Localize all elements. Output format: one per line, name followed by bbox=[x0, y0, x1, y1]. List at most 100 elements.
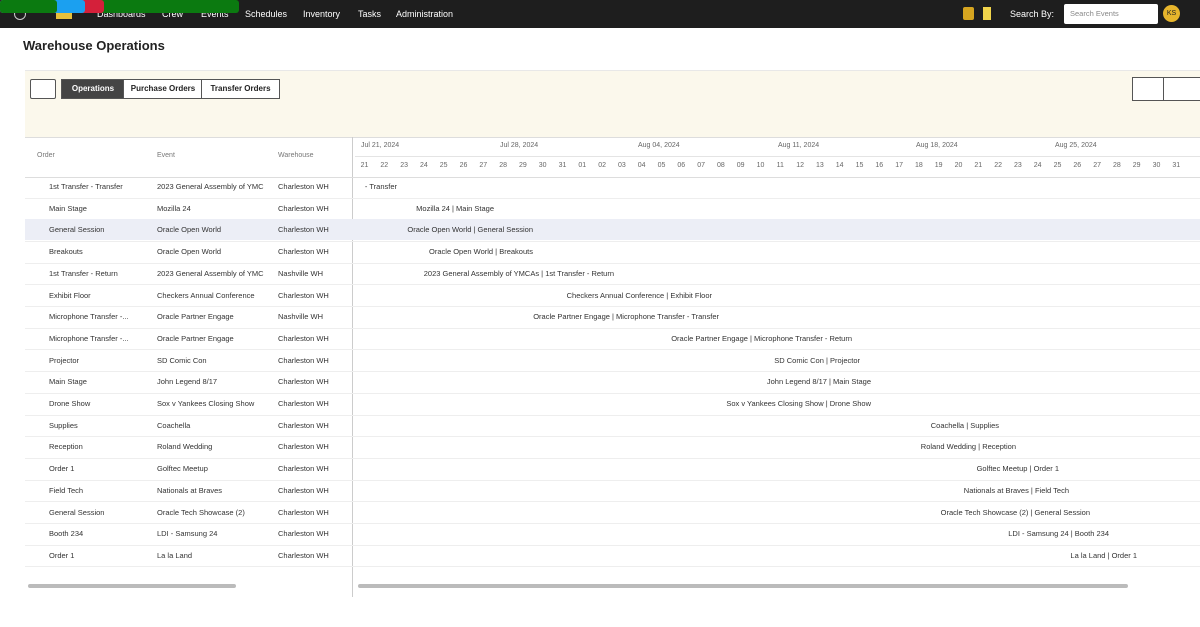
row-divider bbox=[25, 479, 1200, 481]
day-label: 24 bbox=[1033, 162, 1042, 169]
avatar[interactable]: KS bbox=[1163, 5, 1180, 22]
order-cell[interactable]: Breakouts bbox=[49, 247, 83, 257]
column-header[interactable]: Event bbox=[157, 152, 175, 159]
warehouse-cell: Charleston WH bbox=[278, 442, 329, 452]
day-label: 07 bbox=[697, 162, 705, 169]
day-label: 23 bbox=[400, 162, 408, 169]
day-label: 03 bbox=[617, 162, 626, 169]
warehouse-cell: Charleston WH bbox=[278, 485, 329, 495]
order-cell[interactable]: General Session bbox=[49, 225, 105, 235]
order-cell[interactable]: 1st Transfer - Transfer bbox=[49, 182, 123, 191]
day-label: 12 bbox=[796, 162, 804, 169]
order-cell[interactable]: 1st Transfer - Return bbox=[49, 268, 118, 278]
week-label: Aug 04, 2024 bbox=[638, 142, 680, 149]
tab[interactable]: Operations bbox=[61, 79, 125, 99]
order-cell[interactable]: Microphone Transfer -... bbox=[49, 333, 129, 343]
splitter[interactable] bbox=[352, 137, 353, 597]
day-label: 26 bbox=[459, 162, 468, 169]
day-label: 13 bbox=[815, 162, 824, 169]
nav-menu[interactable]: Dashboards bbox=[97, 9, 146, 19]
day-label: 28 bbox=[499, 162, 507, 169]
icon[interactable] bbox=[983, 7, 991, 20]
nav-menu[interactable]: Tasks bbox=[358, 9, 382, 19]
day-label: 30 bbox=[538, 162, 547, 169]
day-label: 19 bbox=[934, 162, 943, 169]
warehouse-cell: Nashville WH bbox=[278, 312, 324, 322]
order-cell[interactable]: Main Stage bbox=[49, 377, 87, 387]
order-cell[interactable]: General Session bbox=[49, 507, 105, 517]
tab[interactable]: Transfer Orders bbox=[201, 79, 280, 99]
nav-menu[interactable]: Crew bbox=[162, 9, 184, 19]
order-cell[interactable]: Exhibit Floor bbox=[49, 290, 91, 300]
order-cell[interactable]: Drone Show bbox=[49, 399, 91, 408]
column-header[interactable]: Order bbox=[37, 152, 55, 159]
top-nav: Search By: Search Events KS Dashboards Cr… bbox=[0, 0, 1200, 28]
day-label: 22 bbox=[994, 162, 1002, 169]
bar-label: Golftec Meetup | Order 1 bbox=[976, 464, 1059, 474]
order-cell[interactable]: Reception bbox=[49, 442, 83, 452]
warehouse-cell: Charleston WH bbox=[278, 420, 329, 430]
day-label: 20 bbox=[954, 162, 963, 169]
filter-button[interactable] bbox=[30, 79, 56, 99]
event-cell: Oracle Partner Engage bbox=[157, 333, 234, 343]
scrollbar[interactable] bbox=[358, 584, 1128, 588]
day-label: 02 bbox=[598, 162, 606, 169]
event-cell: Sox v Yankees Closing Show bbox=[157, 399, 255, 408]
tab[interactable]: Purchase Orders bbox=[123, 79, 203, 99]
day-label: 14 bbox=[835, 162, 844, 169]
nav-menu[interactable]: Schedules bbox=[245, 9, 288, 19]
nav-menu[interactable]: Inventory bbox=[303, 9, 341, 19]
nav-menu[interactable]: Events bbox=[201, 9, 229, 19]
day-label: 31 bbox=[1172, 162, 1181, 169]
toolbar-button[interactable] bbox=[1163, 77, 1200, 101]
day-label: 24 bbox=[419, 162, 428, 169]
warehouse-cell: Charleston WH bbox=[278, 247, 329, 257]
warehouse-cell: Charleston WH bbox=[278, 550, 329, 560]
toolbar-button[interactable] bbox=[1132, 77, 1164, 101]
day-label: 29 bbox=[518, 162, 527, 169]
order-cell[interactable]: Order 1 bbox=[49, 550, 75, 560]
row-divider bbox=[25, 327, 1200, 329]
day-label: 29 bbox=[1132, 162, 1141, 169]
search-input[interactable]: Search Events bbox=[1064, 4, 1158, 24]
nav-menu[interactable]: Administration bbox=[396, 9, 454, 19]
order-cell[interactable]: Microphone Transfer -... bbox=[49, 312, 129, 322]
warehouse-cell: Nashville WH bbox=[278, 268, 324, 278]
brand-logo[interactable] bbox=[56, 8, 72, 19]
row-divider bbox=[25, 414, 1200, 416]
warehouse-cell: Charleston WH bbox=[278, 464, 329, 474]
grid bbox=[25, 137, 1200, 598]
scrollbar[interactable] bbox=[28, 584, 236, 588]
row-divider bbox=[25, 544, 1200, 546]
day-label: 22 bbox=[380, 162, 389, 169]
order-cell[interactable]: Field Tech bbox=[49, 485, 84, 495]
order-cell[interactable]: Projector bbox=[49, 355, 80, 365]
event-cell: LDI - Samsung 24 bbox=[157, 529, 218, 539]
order-cell[interactable]: Supplies bbox=[49, 420, 78, 430]
event-cell: Nationals at Braves bbox=[157, 485, 223, 495]
order-cell[interactable]: Main Stage bbox=[49, 203, 87, 213]
event-cell: Golftec Meetup bbox=[157, 464, 208, 474]
row-divider bbox=[25, 392, 1200, 394]
day-label: 28 bbox=[1112, 162, 1121, 169]
warehouse-cell: Charleston WH bbox=[278, 507, 329, 517]
week-label: Aug 25, 2024 bbox=[1055, 142, 1097, 149]
order-cell[interactable]: Booth 234 bbox=[49, 529, 84, 539]
week-label: Aug 18, 2024 bbox=[916, 142, 958, 149]
icon[interactable] bbox=[963, 7, 974, 20]
event-cell: Oracle Open World bbox=[157, 247, 222, 257]
event-cell: Coachella bbox=[157, 420, 191, 430]
day-label: 06 bbox=[677, 162, 686, 169]
bar-label: Mozilla 24 | Main Stage bbox=[416, 203, 494, 213]
warehouse-cell: Charleston WH bbox=[278, 355, 329, 365]
event-cell: 2023 General Assembly of YMC bbox=[157, 182, 264, 191]
column-header[interactable]: Warehouse bbox=[278, 152, 314, 159]
bar-label: Oracle Open World | Breakouts bbox=[429, 247, 533, 257]
order-cell[interactable]: Order 1 bbox=[49, 464, 75, 474]
day-label: 26 bbox=[1073, 162, 1082, 169]
event-cell: Roland Wedding bbox=[157, 442, 213, 452]
event-cell: Oracle Partner Engage bbox=[157, 312, 234, 322]
row-divider bbox=[25, 566, 1200, 568]
search-by[interactable]: Search By: bbox=[1010, 9, 1055, 19]
gantt-bar[interactable] bbox=[0, 0, 57, 13]
